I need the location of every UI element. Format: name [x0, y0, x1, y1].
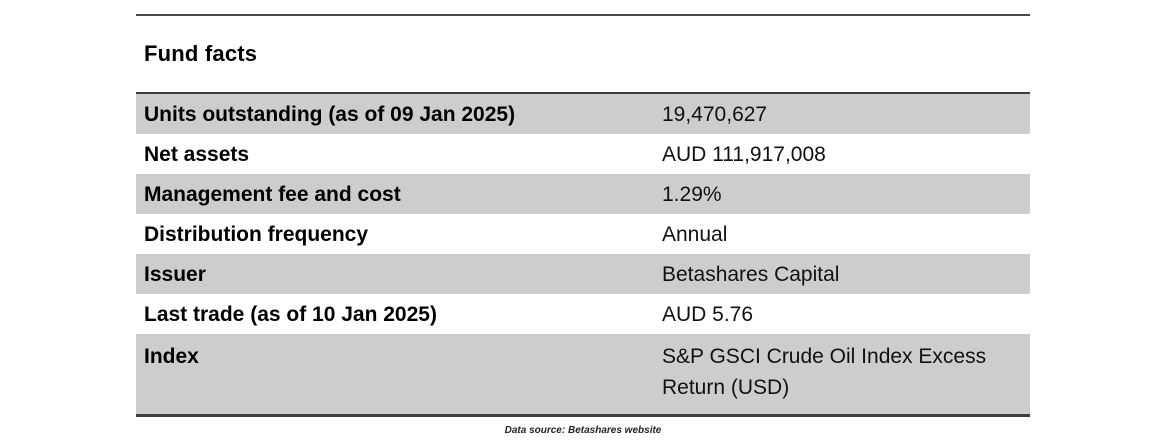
row-value: 19,470,627: [662, 102, 768, 126]
row-label: Distribution frequency: [144, 222, 369, 246]
table-row: Units outstanding (as of 09 Jan 2025) 19…: [136, 94, 1030, 134]
data-source-note: Data source: Betashares website: [504, 425, 662, 436]
fund-facts-section: Fund facts Units outstanding (as of 09 J…: [136, 0, 1030, 441]
row-label: Management fee and cost: [144, 182, 401, 206]
top-rule: [136, 14, 1030, 16]
row-value: 1.29%: [662, 182, 722, 206]
fund-facts-table: Units outstanding (as of 09 Jan 2025) 19…: [136, 92, 1030, 417]
row-label: Units outstanding (as of 09 Jan 2025): [144, 102, 516, 126]
row-value: AUD 5.76: [662, 302, 754, 326]
row-label: Issuer: [144, 262, 206, 286]
row-label: Last trade (as of 10 Jan 2025): [144, 302, 437, 326]
row-label: Net assets: [144, 142, 250, 166]
row-value: Betashares Capital: [662, 262, 840, 286]
row-value: Annual: [662, 222, 728, 246]
row-value: S&P GSCI Crude Oil Index Excess Return (…: [662, 345, 987, 399]
table-row: Issuer Betashares Capital: [136, 254, 1030, 294]
table-row: Distribution frequency Annual: [136, 214, 1030, 254]
table-row: Index S&P GSCI Crude Oil Index Excess Re…: [136, 334, 1030, 414]
table-row: Last trade (as of 10 Jan 2025) AUD 5.76: [136, 294, 1030, 334]
row-value: AUD 111,917,008: [662, 142, 826, 166]
table-row: Management fee and cost 1.29%: [136, 174, 1030, 214]
row-label: Index: [144, 345, 199, 368]
table-row: Net assets AUD 111,917,008: [136, 134, 1030, 174]
page-title: Fund facts: [144, 41, 258, 66]
